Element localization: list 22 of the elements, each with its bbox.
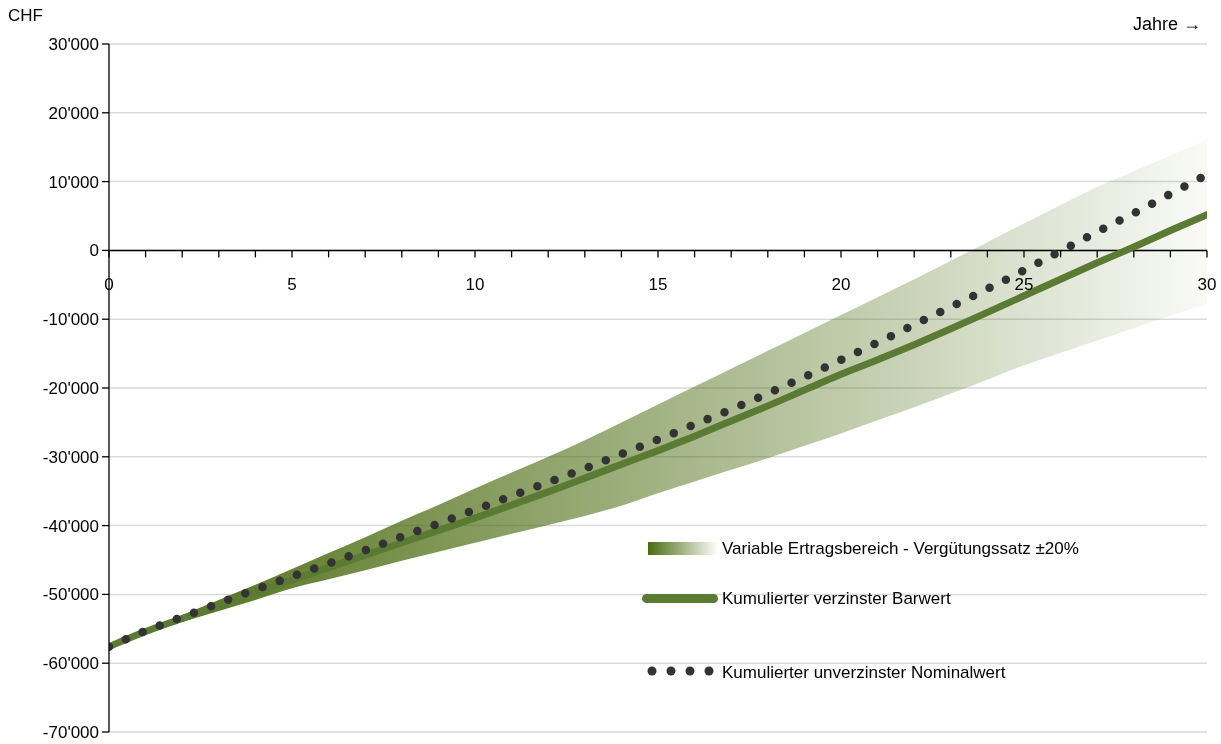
legend-label: Variable Ertragsbereich - Vergütungssatz ±20% [722,538,1080,560]
y-tick-label: -10'000 [42,310,99,330]
x-tick-label: 20 [831,275,851,295]
y-tick-label: 10'000 [48,172,99,192]
y-tick-label: -70'000 [42,723,99,742]
y-tick-label: -60'000 [42,654,99,674]
y-tick-label: -50'000 [42,585,99,605]
y-tick-label: 20'000 [48,103,99,123]
y-axis-title: CHF [8,6,43,26]
x-tick-label: 5 [287,275,297,295]
y-tick-label: -30'000 [42,447,99,467]
x-tick-label: 25 [1014,275,1034,295]
legend-label: Kumulierter unverzinster Nominalwert [722,662,1007,684]
y-tick-label: 0 [89,241,99,261]
y-tick-label: 30'000 [48,35,99,54]
legend-label: Kumulierter verzinster Barwert [722,588,952,610]
x-tick-label: 30 [1197,275,1217,295]
x-tick-label: 15 [648,275,668,295]
y-tick-label: -40'000 [42,516,99,536]
y-tick-label: -20'000 [42,379,99,398]
x-tick-label: 10 [465,275,485,295]
x-axis-title: Jahre → [1132,14,1201,35]
